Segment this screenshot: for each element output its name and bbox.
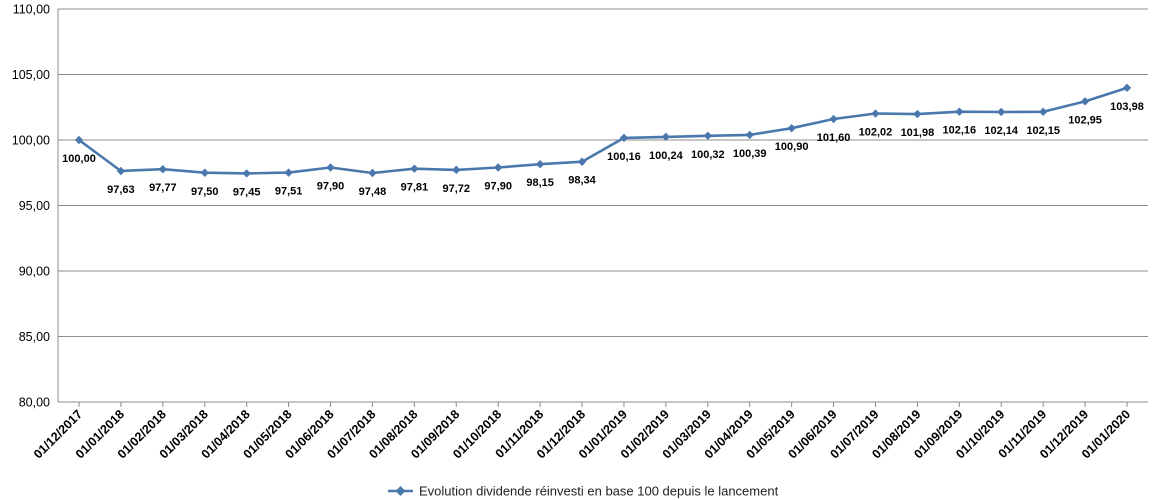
y-tick-label: 95,00: [19, 199, 50, 213]
data-point-marker: [242, 169, 251, 178]
data-point-marker: [1038, 107, 1048, 117]
data-point-marker: [410, 164, 419, 173]
data-label: 100,39: [733, 148, 767, 160]
data-label: 97,48: [359, 186, 387, 198]
data-point-marker: [1080, 97, 1090, 106]
data-point-marker: [913, 109, 922, 119]
series-line: [78, 86, 1128, 175]
data-label: 102,14: [984, 125, 1019, 137]
data-point-marker: [997, 107, 1006, 117]
y-tick-label: 100,00: [12, 134, 50, 148]
legend-label: Evolution dividende réinvesti en base 10…: [419, 484, 779, 499]
data-point-marker: [745, 130, 754, 140]
x-axis: 01/12/201701/01/201801/02/201801/03/2018…: [31, 402, 1133, 461]
data-point-marker: [619, 133, 629, 143]
y-axis: 80,00 85,00 90,00 95,00 100,00 105,00 110,00: [12, 3, 59, 410]
data-label: 97,50: [191, 186, 219, 198]
data-label: 102,95: [1068, 114, 1102, 126]
data-labels: 100,00 97,63 97,77 97,50 97,45 97,51 97,90 97,4…: [62, 101, 1144, 199]
data-label: 101,98: [901, 127, 935, 139]
data-point-marker: [284, 168, 293, 177]
data-label: 101,60: [817, 132, 851, 144]
data-label: 98,34: [568, 175, 596, 187]
data-point-marker: [326, 163, 335, 172]
data-point-marker: [116, 166, 126, 176]
series-line-group: [74, 83, 1132, 178]
data-point-marker: [955, 107, 964, 116]
gridlines: [58, 8, 1148, 403]
data-label: 97,77: [149, 182, 177, 194]
legend: Evolution dividende réinvesti en base 10…: [388, 484, 779, 499]
data-label: 100,24: [649, 150, 684, 162]
data-label: 102,15: [1026, 125, 1060, 137]
data-point-marker: [535, 160, 545, 169]
data-point-marker: [452, 165, 461, 175]
data-point-marker: [829, 114, 838, 124]
data-label: 97,90: [484, 181, 512, 193]
y-tick-label: 90,00: [19, 265, 50, 279]
data-point-marker: [74, 135, 84, 145]
y-tick-label: 85,00: [19, 330, 50, 344]
y-tick-label: 80,00: [19, 396, 50, 410]
y-tick-label: 105,00: [12, 68, 50, 82]
data-point-marker: [1122, 83, 1132, 93]
data-point-marker: [494, 163, 503, 172]
data-point-marker: [200, 168, 209, 177]
data-label: 100,00: [62, 153, 96, 165]
data-label: 103,98: [1110, 101, 1144, 113]
data-label: 97,72: [443, 183, 471, 195]
data-label: 97,51: [275, 186, 303, 198]
data-label: 102,02: [859, 127, 893, 139]
data-label: 97,81: [401, 182, 429, 194]
data-label: 97,63: [107, 184, 135, 196]
data-label: 97,45: [233, 186, 261, 198]
y-tick-label: 110,00: [13, 3, 50, 17]
data-label: 102,16: [942, 125, 976, 137]
data-point-marker: [871, 109, 880, 118]
data-label: 100,16: [607, 151, 641, 163]
data-point-marker: [787, 124, 796, 133]
data-label: 98,15: [526, 177, 554, 189]
data-point-marker: [158, 165, 168, 174]
data-point-marker: [703, 131, 712, 141]
legend-marker-swatch: [395, 486, 406, 496]
data-point-marker: [661, 132, 671, 142]
data-label: 100,32: [691, 149, 725, 161]
data-point-marker: [577, 157, 587, 166]
data-label: 100,90: [775, 141, 809, 153]
data-point-marker: [368, 168, 377, 178]
data-label: 97,90: [317, 181, 345, 193]
